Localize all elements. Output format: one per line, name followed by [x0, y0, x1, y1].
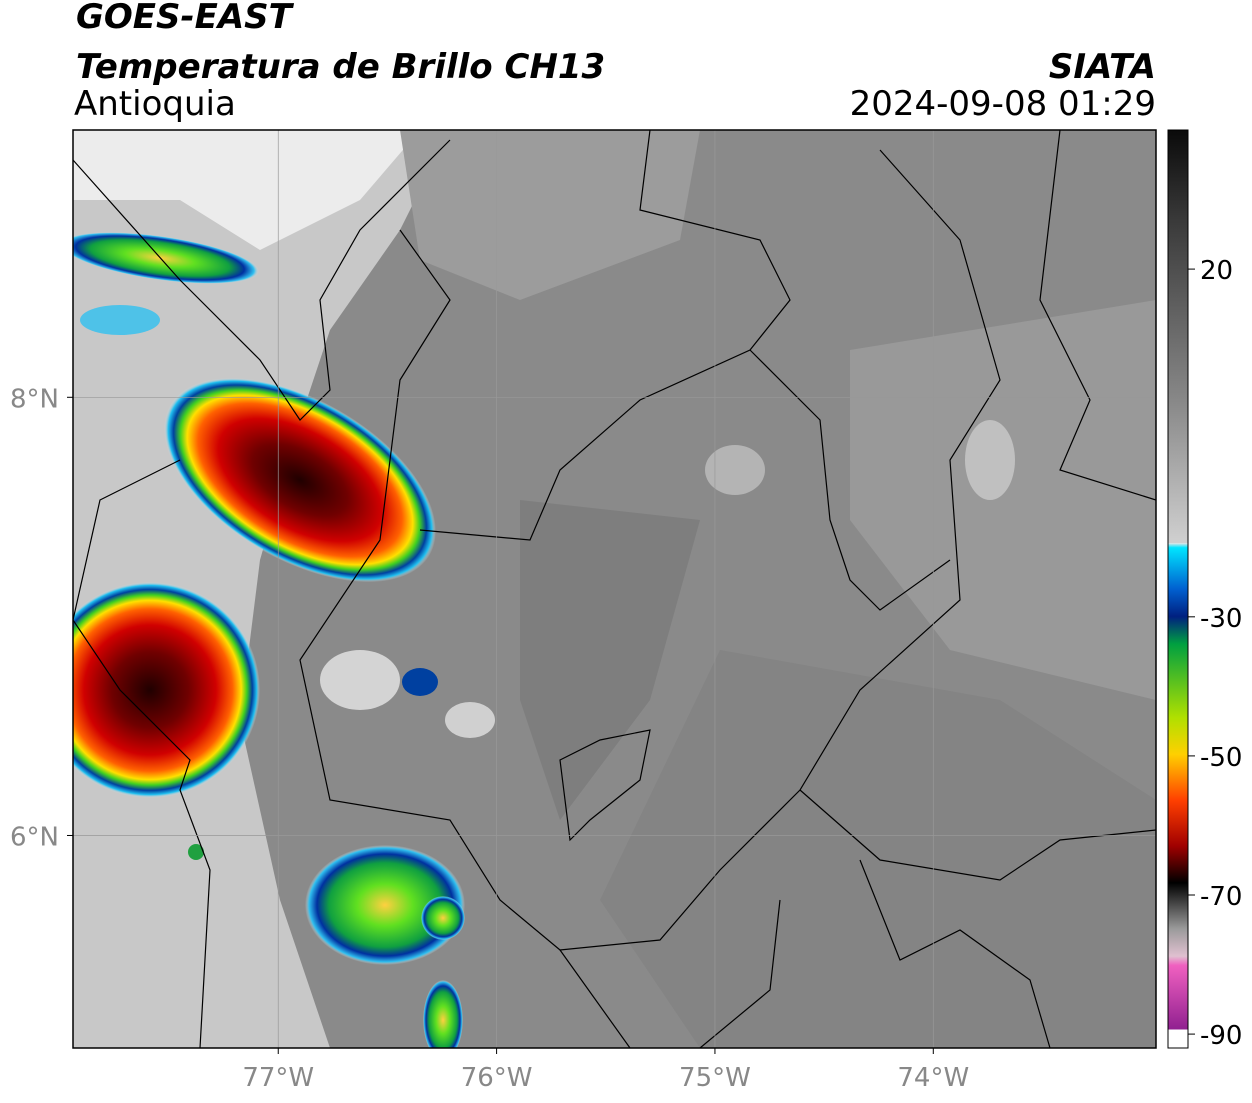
x-tick-label: 74°W [897, 1063, 969, 1093]
colorbar-tick-label: -50 [1200, 743, 1242, 773]
datetime: 2024-09-08 01:29 [850, 84, 1156, 124]
agency: SIATA [1049, 47, 1156, 87]
x-tick-label: 77°W [242, 1063, 314, 1093]
map-frame [72, 129, 1157, 1049]
region: Antioquia [74, 84, 236, 124]
satellite-image [73, 130, 1156, 1048]
y-tick-label: 6°N [10, 822, 59, 852]
colorbar [1167, 129, 1189, 1049]
graticule [73, 130, 1156, 1048]
x-tick-label: 75°W [679, 1063, 751, 1093]
colorbar-tick-label: 20 [1200, 256, 1233, 286]
boundaries [73, 130, 1156, 1048]
title: GOES-EAST [76, 0, 295, 37]
subtitle: Temperatura de Brillo CH13 [76, 47, 605, 87]
colorbar-tick-label: -70 [1200, 882, 1242, 912]
colorbar-tick-label: -90 [1200, 1021, 1242, 1051]
x-tick-label: 76°W [461, 1063, 533, 1093]
colorbar-tick-label: -30 [1200, 604, 1242, 634]
y-tick-label: 8°N [10, 384, 59, 414]
